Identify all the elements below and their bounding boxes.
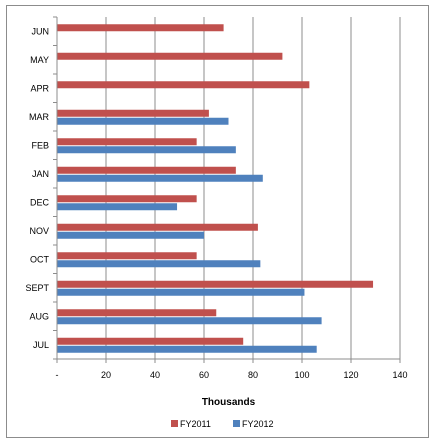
bar-fy2012-jul <box>57 345 317 353</box>
x-axis: - 20 40 60 80 100 120 140 <box>56 358 408 380</box>
bar-fy2012-sept <box>57 288 305 296</box>
x-tick-label: 140 <box>392 370 407 380</box>
bar-fy2011-nov <box>57 223 258 231</box>
y-tick-label: JAN <box>32 169 49 179</box>
bar-fy2011-may <box>57 52 283 60</box>
bar-fy2011-feb <box>57 138 197 146</box>
legend: FY2011 FY2012 <box>171 419 274 429</box>
bar-fy2012-feb <box>57 146 236 154</box>
bar-fy2012-jan <box>57 174 263 182</box>
x-tick-label: 100 <box>294 370 309 380</box>
bar-fy2011-sept <box>57 280 374 288</box>
bar-fy2012-nov <box>57 231 204 239</box>
chart-frame <box>6 5 429 438</box>
bar-fy2011-jun <box>57 24 224 32</box>
y-tick-label: MAY <box>30 55 49 65</box>
bar-fy2011-jul <box>57 337 244 345</box>
y-tick-label: DEC <box>30 197 50 207</box>
y-tick-label: JUL <box>33 340 49 350</box>
y-tick-label: SEPT <box>25 283 49 293</box>
x-tick-label: 20 <box>101 370 111 380</box>
legend-swatch-fy2011 <box>171 420 178 427</box>
legend-label-fy2012: FY2012 <box>242 419 274 429</box>
bar-fy2011-apr <box>57 81 310 89</box>
bar-fy2012-aug <box>57 317 322 325</box>
bar-fy2011-mar <box>57 109 209 117</box>
y-tick-label: NOV <box>29 226 49 236</box>
legend-label-fy2011: FY2011 <box>180 419 211 429</box>
x-tick-label: - <box>56 370 59 380</box>
bars <box>57 24 374 353</box>
x-tick-label: 60 <box>199 370 209 380</box>
legend-swatch-fy2012 <box>233 420 240 427</box>
y-tick-label: JUN <box>32 26 50 36</box>
y-tick-label: APR <box>30 83 49 93</box>
bar-fy2012-dec <box>57 203 178 211</box>
bar-fy2012-mar <box>57 117 229 125</box>
bar-fy2011-aug <box>57 309 217 317</box>
bar-fy2011-dec <box>57 195 197 203</box>
x-tick-label: 80 <box>248 370 258 380</box>
y-axis: JUL AUG SEPT OCT NOV DEC JAN FEB MAR APR MAY JUN <box>25 16 58 360</box>
x-axis-title: Thousands <box>202 397 256 408</box>
bar-fy2011-oct <box>57 252 197 260</box>
x-tick-label: 40 <box>150 370 160 380</box>
bar-fy2012-oct <box>57 260 261 268</box>
y-tick-label: AUG <box>29 311 49 321</box>
x-tick-label: 120 <box>343 370 358 380</box>
y-tick-label: OCT <box>30 254 50 264</box>
bar-fy2011-jan <box>57 166 236 174</box>
gridlines <box>105 17 401 359</box>
y-tick-label: FEB <box>31 140 49 150</box>
y-tick-label: MAR <box>29 112 50 122</box>
